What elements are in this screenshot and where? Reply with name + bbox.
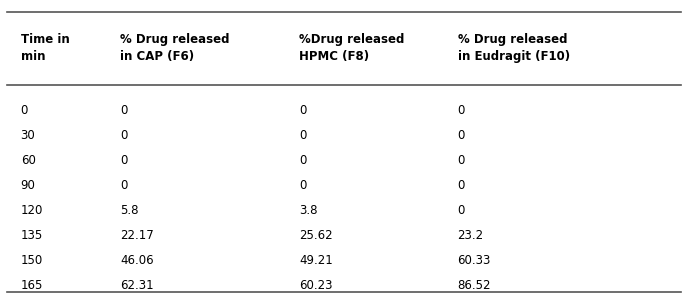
Text: 0: 0 — [458, 204, 465, 217]
Text: 25.62: 25.62 — [299, 229, 333, 242]
Text: 30: 30 — [21, 129, 35, 142]
Text: 86.52: 86.52 — [458, 279, 491, 292]
Text: 5.8: 5.8 — [120, 204, 139, 217]
Text: 0: 0 — [299, 179, 307, 192]
Text: 0: 0 — [21, 104, 28, 117]
Text: 165: 165 — [21, 279, 43, 292]
Text: 0: 0 — [120, 104, 128, 117]
Text: 3.8: 3.8 — [299, 204, 318, 217]
Text: 0: 0 — [299, 104, 307, 117]
Text: 120: 120 — [21, 204, 43, 217]
Text: 0: 0 — [120, 179, 128, 192]
Text: 49.21: 49.21 — [299, 254, 333, 267]
Text: 60.33: 60.33 — [458, 254, 491, 267]
Text: 0: 0 — [299, 154, 307, 167]
Text: 60.23: 60.23 — [299, 279, 333, 292]
Text: 0: 0 — [458, 154, 465, 167]
Text: 0: 0 — [458, 179, 465, 192]
Text: 62.31: 62.31 — [120, 279, 154, 292]
Text: 60: 60 — [21, 154, 36, 167]
Text: 0: 0 — [120, 154, 128, 167]
Text: % Drug released
in Eudragit (F10): % Drug released in Eudragit (F10) — [458, 33, 570, 63]
Text: 23.2: 23.2 — [458, 229, 484, 242]
Text: %Drug released
HPMC (F8): %Drug released HPMC (F8) — [299, 33, 405, 63]
Text: % Drug released
in CAP (F6): % Drug released in CAP (F6) — [120, 33, 230, 63]
Text: 135: 135 — [21, 229, 43, 242]
Text: 0: 0 — [458, 129, 465, 142]
Text: 150: 150 — [21, 254, 43, 267]
Text: 0: 0 — [458, 104, 465, 117]
Text: 46.06: 46.06 — [120, 254, 154, 267]
Text: 0: 0 — [299, 129, 307, 142]
Text: 0: 0 — [120, 129, 128, 142]
Text: Time in
min: Time in min — [21, 33, 69, 63]
Text: 90: 90 — [21, 179, 36, 192]
Text: 22.17: 22.17 — [120, 229, 154, 242]
